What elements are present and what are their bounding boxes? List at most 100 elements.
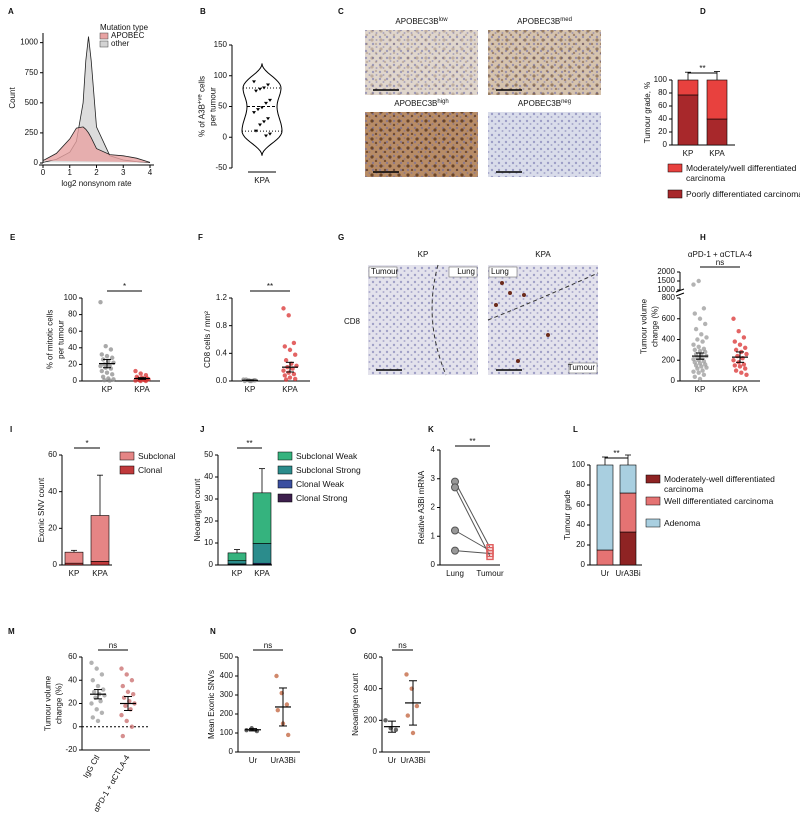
y-tick-label: 800 [662, 293, 676, 302]
bar-segment [252, 543, 272, 564]
data-point [291, 340, 297, 346]
y-axis-title-line: Tumour grade, % [643, 82, 652, 144]
y-tick-label: 2 [431, 503, 436, 512]
bar-segment [677, 94, 699, 146]
data-point [258, 87, 262, 91]
y-tick-label: 80 [68, 310, 77, 319]
y-tick-label: 150 [214, 40, 228, 49]
y-tick-label: 80 [658, 88, 667, 97]
y-tick-label: 40 [48, 487, 57, 496]
data-point [692, 311, 697, 316]
image-label-sup: med [560, 17, 572, 23]
x-tick-label: Tumour [476, 569, 504, 578]
data-point [696, 370, 701, 375]
legend-swatch [119, 465, 135, 475]
y-axis-title-line: Tumour volume [44, 675, 53, 731]
bar-segment [619, 531, 637, 566]
data-point [696, 278, 701, 284]
y-tick-label: 60 [658, 101, 667, 110]
bar-segment [677, 79, 699, 96]
legend-label: Clonal [138, 465, 163, 475]
x-tick-label: 3 [121, 168, 126, 177]
bar-segment [596, 549, 614, 566]
legend-item: Poorly differentiated carcinoma [686, 189, 800, 199]
legend-item: Moderately/well differentiated carcinoma [686, 163, 796, 183]
data-point [733, 347, 739, 353]
data-point [89, 660, 94, 666]
cd8-cell [522, 293, 526, 297]
data-point [286, 313, 291, 318]
data-point [282, 344, 287, 349]
y-tick-label: 500 [220, 652, 234, 661]
y-axis-title: CD8 cells / mm² [203, 311, 212, 368]
data-point [703, 321, 708, 327]
x-tick-label: KPA [709, 149, 725, 158]
violin [241, 63, 283, 156]
y-axis-title-line: Count [8, 87, 17, 109]
image-label: APOBEC3Bmed [517, 17, 572, 27]
y-tick-label: 60 [48, 450, 57, 459]
y-tick-label: 60 [68, 326, 77, 335]
y-tick-label: 0 [223, 132, 228, 141]
data-point [739, 370, 744, 375]
data-point [741, 362, 747, 367]
data-point [744, 372, 749, 377]
data-point [123, 703, 128, 709]
data-point [98, 299, 103, 305]
y-tick-label: 60 [68, 652, 77, 661]
data-point [108, 366, 114, 371]
y-tick-label: 250 [25, 128, 39, 137]
legend-label: Moderately-well differentiated carcinoma [664, 474, 775, 494]
y-axis-title: Tumour grade, % [643, 82, 652, 144]
y-axis-title-line: change (%) [55, 683, 64, 724]
y-tick-label: 400 [662, 335, 676, 344]
data-point [737, 364, 743, 369]
corner-label: Lung [491, 267, 509, 276]
y-axis-title-line: change (%) [651, 306, 660, 347]
image-label: APOBEC3Bhigh [394, 99, 448, 109]
data-point [94, 707, 99, 712]
data-point [125, 689, 131, 695]
y-tick-label: 200 [662, 355, 676, 364]
panel-label: N [210, 627, 216, 636]
sig-label: ** [246, 439, 252, 448]
image-label-text: APOBEC3B [518, 99, 561, 108]
panel-label: M [8, 627, 15, 636]
legend-swatch [277, 479, 293, 489]
x-tick-label: Ur [249, 756, 258, 765]
y-tick-label: 0 [209, 560, 214, 569]
bar-segment [619, 464, 637, 494]
sig-label: ns [398, 641, 406, 650]
cd8-cell [500, 281, 504, 285]
sig-label: ** [267, 282, 273, 291]
data-point [254, 89, 258, 93]
y-axis-title-line: Exonic SNV count [37, 477, 46, 542]
corner-label: Tumour [568, 363, 596, 372]
y-tick-label: 0 [671, 376, 676, 385]
y-tick-label: 50 [218, 102, 227, 111]
data-point [736, 329, 741, 334]
y-tick-label: 0 [34, 158, 39, 167]
micrograph-texture [488, 112, 601, 177]
y-axis-title: Mean Exonic SNVs [207, 670, 216, 739]
bar-segment [596, 464, 614, 551]
data-point [98, 363, 103, 369]
panel-label: F [198, 233, 203, 242]
data-point [138, 378, 143, 384]
image-label-sup: high [437, 99, 448, 105]
y-tick-label: 20 [68, 360, 77, 369]
data-point [254, 129, 258, 133]
y-axis-title: % of mitotic cells per tumour [46, 310, 66, 370]
y-tick-label: 4 [431, 445, 436, 454]
pair-line [454, 487, 491, 557]
data-point [283, 377, 289, 382]
data-point [393, 727, 399, 733]
x-tick-label: 0 [41, 168, 46, 177]
image-label: KPA [535, 250, 551, 259]
image-label: APOBEC3Blow [395, 17, 448, 27]
data-point [404, 672, 409, 677]
data-point [281, 306, 286, 311]
data-point [697, 348, 703, 354]
data-point [268, 132, 272, 136]
image-label: KP [418, 250, 429, 259]
